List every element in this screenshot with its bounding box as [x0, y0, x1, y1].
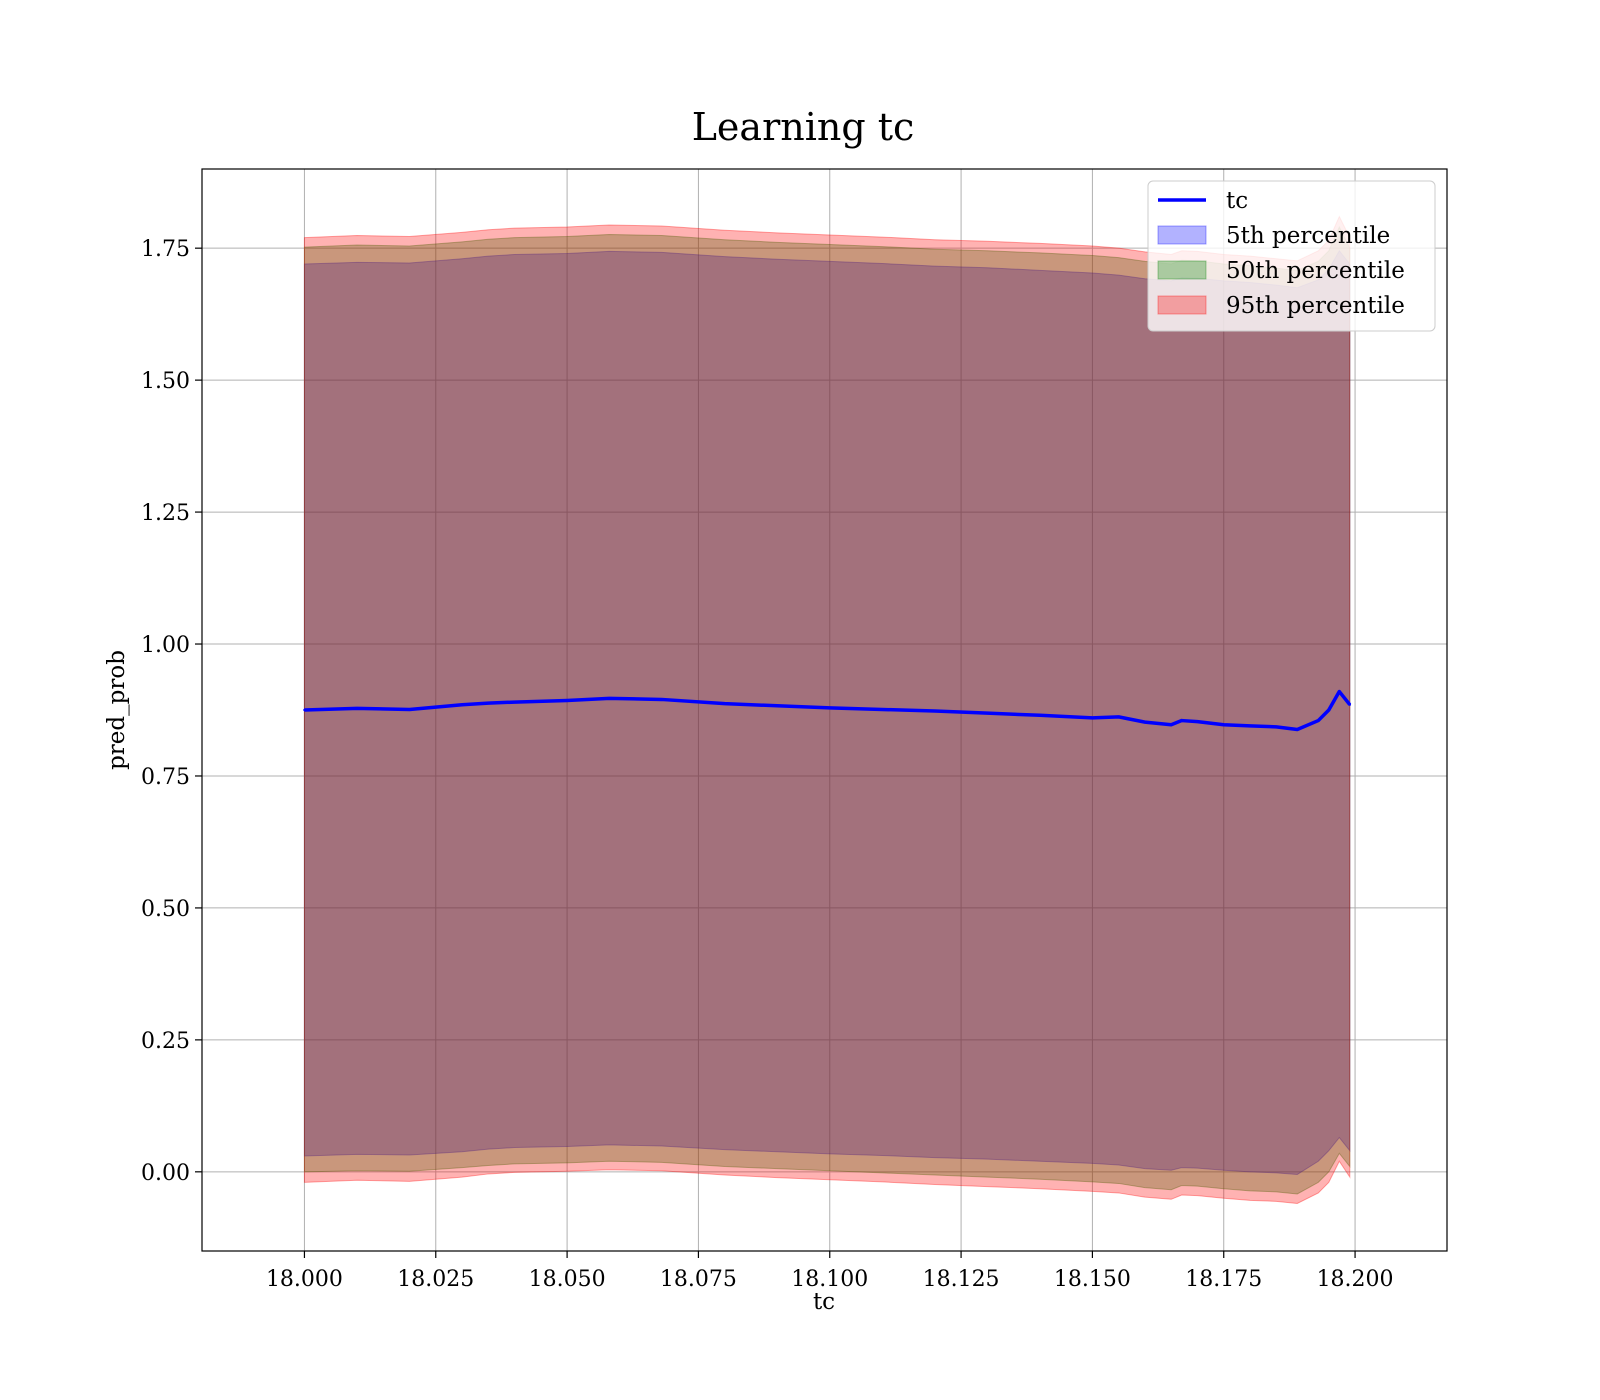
legend-label-band-50th-percentile: 50th percentile	[1226, 258, 1405, 284]
tc-point	[1248, 724, 1252, 728]
tc-point	[1275, 725, 1278, 729]
tc-point	[1091, 716, 1094, 720]
y-tick-label: 1.50	[141, 369, 190, 394]
tc-point	[1196, 720, 1199, 723]
x-tick-label: 18.175	[1185, 1267, 1262, 1292]
y-tick-label: 0.25	[141, 1029, 190, 1054]
tc-point	[933, 709, 937, 713]
x-tick-label: 18.050	[529, 1267, 606, 1292]
tc-point	[565, 699, 569, 702]
tc-point	[460, 703, 464, 706]
x-axis-label: tc	[813, 1289, 835, 1315]
tc-point	[881, 708, 884, 711]
x-tick-label: 18.100	[791, 1267, 868, 1292]
y-tick-label: 1.75	[141, 237, 190, 262]
legend-swatch-band-50th-percentile	[1157, 260, 1207, 280]
y-tick-label: 1.25	[141, 501, 190, 526]
legend: tc 5th percentile 50th percentile 95th perc…	[1147, 180, 1436, 332]
x-tick-label: 18.075	[660, 1267, 737, 1292]
tc-point	[1327, 708, 1331, 712]
tc-point	[1222, 723, 1225, 726]
tc-point	[487, 701, 490, 705]
tc-point	[1180, 719, 1183, 722]
tc-point	[607, 697, 611, 700]
y-tick-label: 0.00	[141, 1161, 190, 1186]
y-axis-ticks: 0.00 0.25 0.50 0.75 1.00 1.25 1.50 1.75	[141, 237, 202, 1186]
percentile-bands	[303, 215, 1351, 1205]
tc-point	[828, 706, 831, 710]
plot-frame	[201, 168, 1448, 1252]
x-axis-ticks: 18.000 18.025 18.050 18.075 18.100 18.125 18.1…	[266, 1251, 1394, 1292]
legend-label-band-5th-percentile: 5th percentile	[1226, 223, 1390, 249]
band-50th-percentile	[303, 225, 1351, 1195]
tc-point	[986, 711, 989, 715]
x-tick-label: 18.200	[1317, 1267, 1394, 1292]
tc-point	[513, 700, 516, 704]
tc-point	[1317, 719, 1320, 722]
tc-point	[1296, 728, 1299, 731]
tc-line	[304, 689, 1352, 732]
tc-point	[1038, 714, 1042, 717]
tc-point	[408, 708, 411, 711]
tc-point	[303, 708, 306, 712]
y-tick-label: 0.75	[141, 765, 190, 790]
legend-label-band-95th-percentile: 95th percentile	[1226, 293, 1405, 319]
legend-label-tc: tc	[1226, 188, 1248, 214]
x-tick-label: 18.150	[1054, 1267, 1131, 1292]
legend-box	[1147, 180, 1436, 332]
tc-point	[1348, 703, 1352, 706]
grid-lines	[202, 169, 1447, 1251]
tc-point	[723, 702, 726, 705]
y-axis-label: pred_prob	[104, 650, 130, 770]
tc-point	[1143, 720, 1147, 724]
chart-title: Learning tc	[692, 105, 915, 149]
band-5th-percentile	[303, 249, 1351, 1175]
x-tick-label: 18.000	[266, 1267, 343, 1292]
x-tick-label: 18.025	[397, 1267, 474, 1292]
tc-point	[776, 704, 779, 707]
tc-point	[1338, 690, 1341, 693]
tc-point	[660, 698, 663, 701]
y-tick-label: 1.00	[141, 633, 190, 658]
tc-point	[1117, 715, 1120, 719]
y-tick-label: 0.50	[141, 897, 190, 922]
legend-swatch-band-95th-percentile	[1157, 295, 1207, 315]
band-95th-percentile	[303, 215, 1351, 1205]
tc-point	[355, 707, 359, 710]
tc-point	[1170, 723, 1173, 726]
legend-swatch-band-5th-percentile	[1157, 225, 1207, 245]
x-tick-label: 18.125	[923, 1267, 1000, 1292]
tc-line-layer	[303, 689, 1352, 732]
